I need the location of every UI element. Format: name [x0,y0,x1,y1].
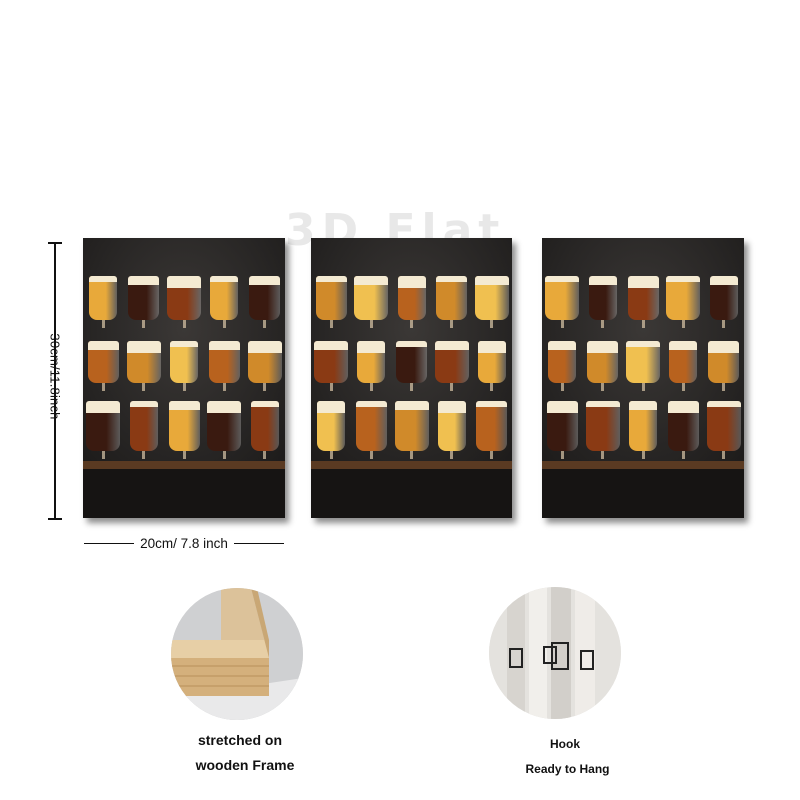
width-dimension: 20cm/ 7.8 inch [84,536,285,551]
beer-glass [474,276,509,328]
beer-glass [207,401,242,459]
beer-glass [629,401,657,459]
beer-glass [247,341,282,391]
wooden-frame-photo [171,588,303,720]
beer-glass [357,341,386,391]
beer-glass [585,401,620,459]
beer-glass [436,276,468,328]
beer-glass [210,276,239,328]
hook-photo [489,587,621,719]
hook-caption-line2: Ready to Hang [525,762,610,776]
beer-glass [546,401,578,459]
beer-glass [394,401,429,459]
beer-glass [128,276,160,328]
beer-glass [626,341,660,391]
beer-glass [587,341,619,391]
beer-glass [168,401,200,459]
height-bottom-tick [48,518,62,520]
beer-glass [355,401,387,459]
beer-glass [396,341,427,391]
beer-glass [437,401,466,459]
beer-glass [545,276,580,328]
beer-glass [706,401,741,459]
beer-glass [87,341,119,391]
beer-glass [708,341,740,391]
beer-glass [317,401,346,459]
beer-glass [548,341,577,391]
beer-glass [667,401,699,459]
beer-glass [315,276,347,328]
beer-glass [477,341,506,391]
left-canvas-panel [83,238,285,518]
beer-glass [126,341,161,391]
beer-glass [434,341,469,391]
height-line [54,243,56,519]
beer-glass [208,341,240,391]
shelf [542,461,744,469]
beer-glass [249,276,281,328]
right-canvas-panel [542,238,744,518]
beer-glass [250,401,279,459]
beer-glass [476,401,508,459]
height-label: 30cm/11.8inch [47,333,63,420]
beer-glass [588,276,617,328]
beer-glass [627,276,659,328]
beer-glass [666,276,701,328]
middle-canvas-panel [311,238,512,518]
beer-glass [170,341,198,391]
beer-glass [167,276,201,328]
hook-caption-line1: Hook [550,737,580,751]
beer-glass [709,276,738,328]
beer-glass [669,341,698,391]
beer-glass [86,401,121,459]
beer-glass [129,401,158,459]
beer-glass [89,276,118,328]
beer-glass [354,276,389,328]
shelf [311,461,512,469]
shelf [83,461,285,469]
frame-caption-line2: wooden Frame [195,757,295,773]
frame-caption-line1: stretched on [197,732,282,748]
width-label: 20cm/ 7.8 inch [140,536,228,551]
beer-glass [397,276,426,328]
beer-glass [314,341,349,391]
